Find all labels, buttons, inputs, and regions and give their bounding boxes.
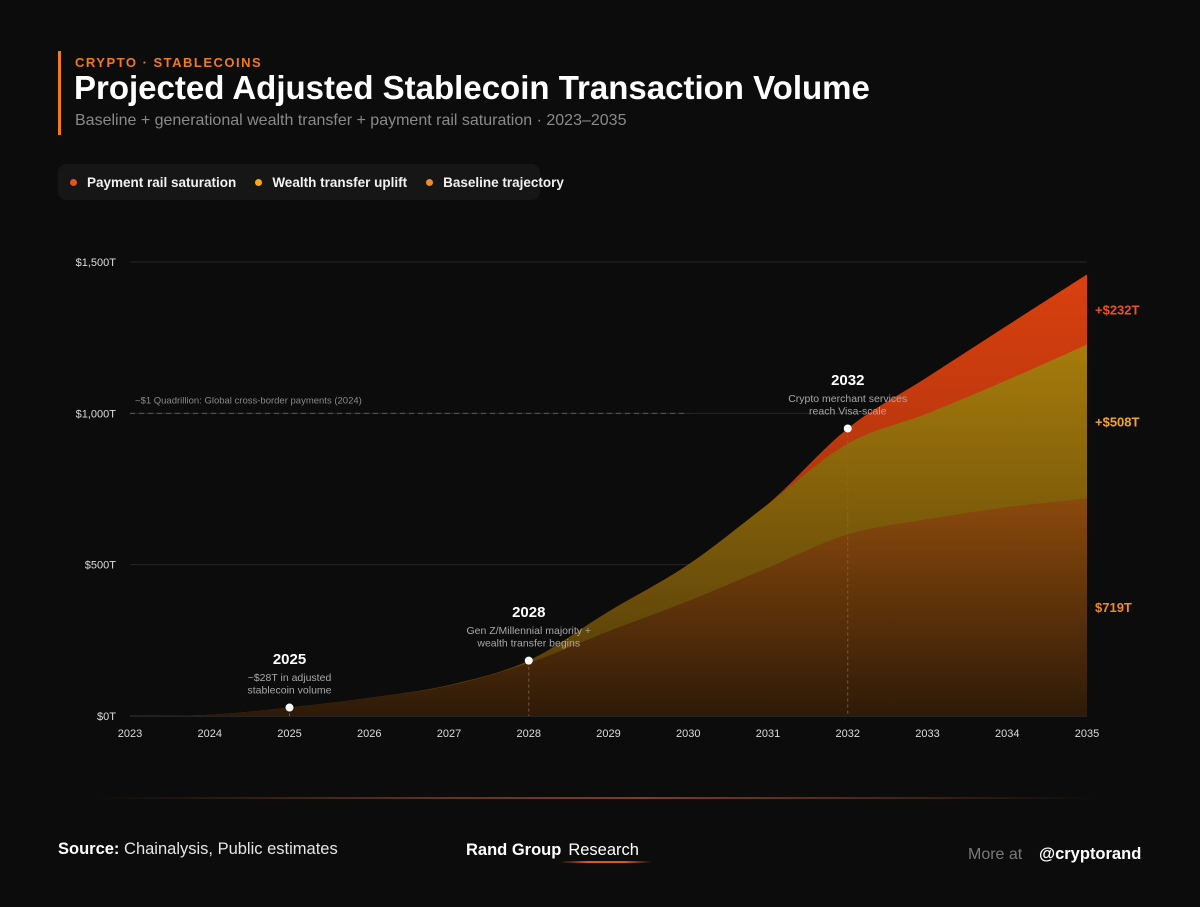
annotation-text: Crypto merchant services [788,393,907,405]
legend-label: Wealth transfer uplift [272,174,408,190]
legend-label: Baseline trajectory [443,174,564,190]
social-handle-link[interactable]: @cryptorand [1039,845,1142,863]
chart-subtitle: Baseline + generational wealth transfer … [75,112,627,129]
brand: Rand Group Research [466,841,639,860]
source-note: Source: Chainalysis, Public estimates [58,840,338,859]
source-text: Chainalysis, Public estimates [124,840,338,858]
annotation-marker [285,703,294,712]
brand-name: Rand Group [466,841,562,859]
legend-dot-icon [70,178,77,186]
annotation-marker [524,656,533,665]
legend-dot-icon [255,178,263,186]
y-tick-label: $1,000T [76,408,117,420]
annotation-year: 2028 [512,604,545,621]
x-tick-label: 2034 [995,728,1019,740]
legend-item: Wealth transfer uplift [255,175,407,190]
more-at-label: More at [968,846,1023,863]
brand-sub: Research [568,841,639,859]
y-tick-label: $1,500T [76,257,117,269]
annotation-text: wealth transfer begins [476,638,580,650]
baseline-area [130,498,1087,716]
annotation-text: Gen Z/Millennial majority + [466,625,591,637]
series-end-label: +$508T [1095,415,1140,430]
annotation-text: ~$28T in adjusted [248,672,332,684]
x-tick-label: 2023 [118,728,142,740]
legend: Payment rail saturation Wealth transfer u… [58,164,564,200]
x-tick-label: 2030 [676,728,700,740]
x-tick-label: 2032 [836,728,860,740]
annotation-text: reach Visa-scale [809,405,887,417]
x-tick-label: 2028 [517,728,541,740]
source-label: Source: [58,840,120,858]
x-tick-label: 2027 [437,728,461,740]
y-tick-label: $0T [97,711,116,723]
accent-bar [58,51,61,135]
series-end-label: +$232T [1095,303,1140,318]
y-tick-label: $500T [85,560,116,572]
annotation-marker [843,424,852,433]
x-tick-label: 2033 [915,728,939,740]
brand-underline [560,861,652,863]
legend-item: Payment rail saturation [70,175,236,190]
x-tick-label: 2029 [596,728,620,740]
legend-label: Payment rail saturation [87,174,237,190]
eyebrow-label: CRYPTO · STABLECOINS [75,55,263,70]
annotation-year: 2032 [831,372,864,389]
series-end-label: $719T [1095,600,1132,615]
annotation-text: stablecoin volume [247,685,331,697]
annotation-year: 2025 [273,651,306,668]
x-tick-label: 2025 [277,728,301,740]
x-tick-label: 2024 [198,728,222,740]
x-tick-label: 2026 [357,728,381,740]
footer-divider [95,797,1095,799]
legend-item: Baseline trajectory [426,175,564,190]
x-tick-label: 2035 [1075,728,1099,740]
legend-dot-icon [426,178,434,186]
header: CRYPTO · STABLECOINS Projected Adjusted … [58,51,1058,136]
chart-title: Projected Adjusted Stablecoin Transactio… [74,69,870,106]
reference-line-label: ~$1 Quadrillion: Global cross-border pay… [135,395,362,406]
x-tick-label: 2031 [756,728,780,740]
